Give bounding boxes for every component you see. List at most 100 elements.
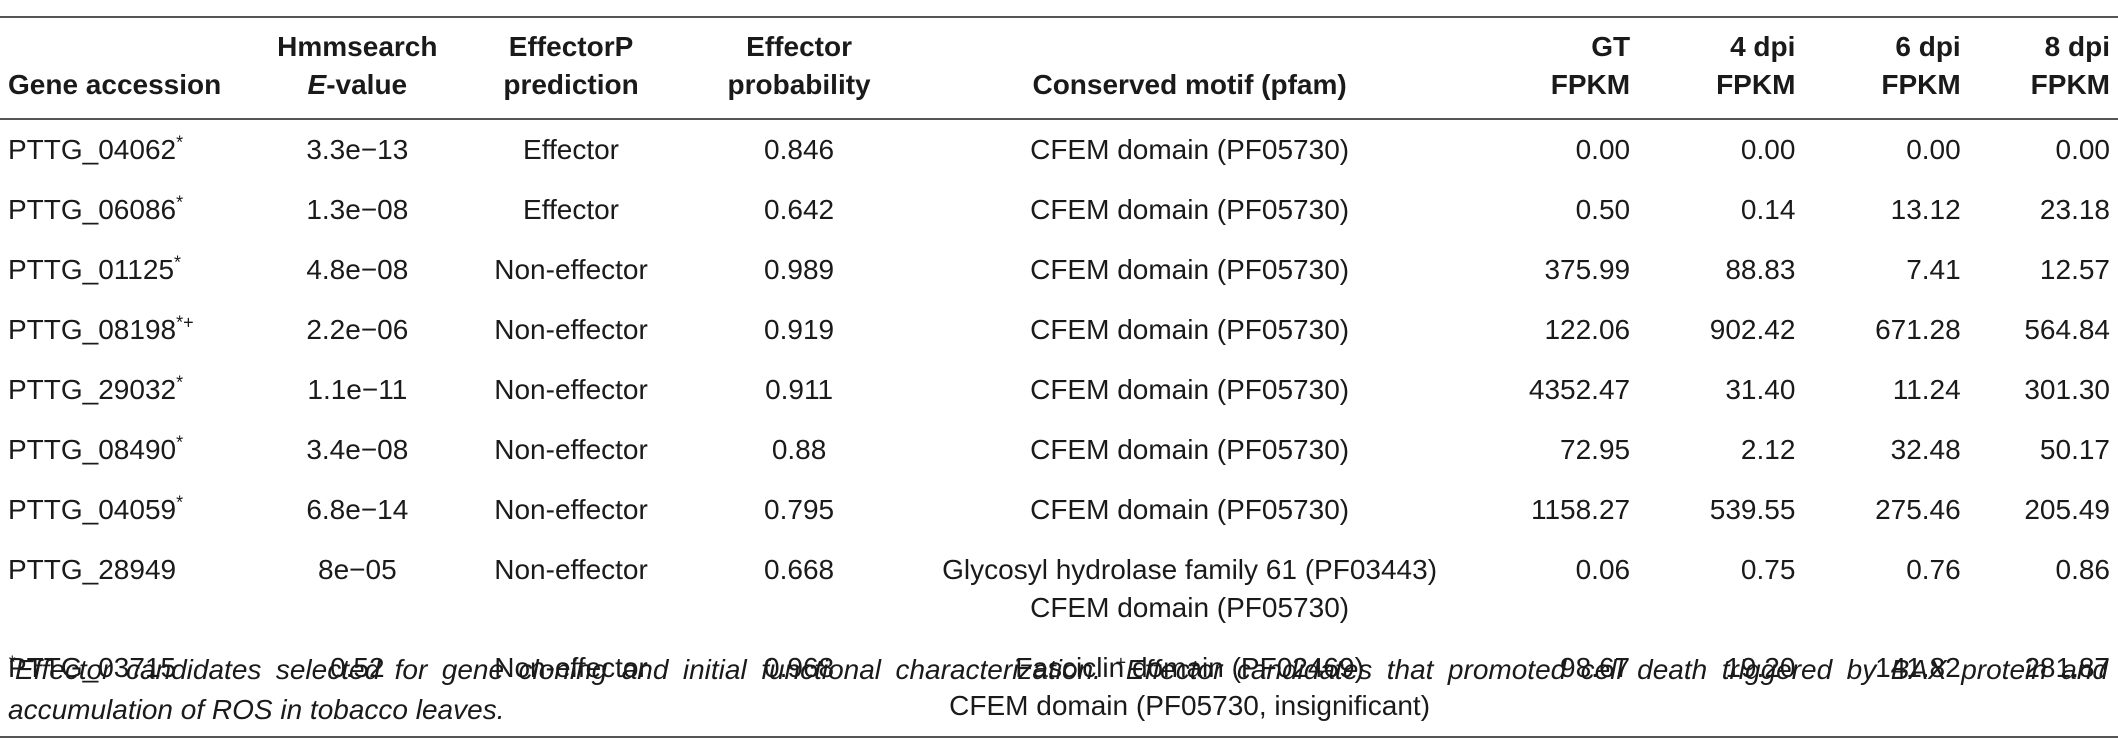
gene-mark: *: [176, 372, 184, 393]
table-row: PTTG_04059* 6.8e−14 Non-effector 0.795 C…: [0, 480, 2118, 540]
evalue-cell: 8e−05: [318, 554, 397, 585]
header-gt-fpkm: GT FPKM: [1472, 17, 1640, 119]
footnote-mark-plus: +: [1115, 652, 1126, 673]
probability-cell: 0.846: [764, 134, 835, 165]
header-effectorp-line1: EffectorP: [508, 31, 634, 62]
header-effector-probability: Effector probability: [691, 17, 908, 119]
effector-candidates-table: Gene accession Hmmsearch E-value Effecto…: [0, 16, 2118, 738]
dpi6-fpkm-cell: 0.76: [1906, 554, 1961, 585]
evalue-cell: 2.2e−06: [306, 314, 409, 345]
evalue-cell: 4.8e−08: [306, 254, 409, 285]
gene-id: PTTG_01125: [8, 254, 175, 285]
dpi8-fpkm-cell: 301.30: [2024, 374, 2110, 405]
gene-mark: *+: [176, 312, 194, 333]
header-4dpi-line1: 4 dpi: [1730, 31, 1796, 62]
gene-accession-cell: PTTG_08198*+: [0, 300, 263, 360]
probability-cell: 0.911: [765, 374, 834, 405]
probability-cell: 0.668: [764, 554, 835, 585]
header-6dpi-fpkm: 6 dpi FPKM: [1805, 17, 1970, 119]
motif-cell: CFEM domain (PF05730): [907, 180, 1471, 240]
gene-mark: *: [176, 432, 184, 453]
header-probability-line2: probability: [727, 69, 871, 100]
dpi8-fpkm-cell: 50.17: [2039, 434, 2110, 465]
motif-line1: CFEM domain (PF05730): [1030, 254, 1350, 285]
dpi6-fpkm-cell: 32.48: [1890, 434, 1961, 465]
header-effectorp-line2: prediction: [503, 69, 639, 100]
header-gt-line1: GT: [1591, 31, 1631, 62]
evalue-cell: 3.4e−08: [306, 434, 409, 465]
dpi6-fpkm-cell: 13.12: [1890, 194, 1961, 225]
motif-cell: CFEM domain (PF05730): [907, 360, 1471, 420]
gene-id: PTTG_28949: [8, 554, 177, 585]
prediction-cell: Effector: [523, 194, 620, 225]
probability-cell: 0.989: [764, 254, 835, 285]
header-4dpi-line2: FPKM: [1716, 69, 1796, 100]
motif-line1: CFEM domain (PF05730): [1030, 434, 1350, 465]
gt-fpkm-cell: 0.00: [1575, 134, 1631, 165]
header-gt-line2: FPKM: [1550, 69, 1631, 100]
table-row: PTTG_28949 8e−05 Non-effector 0.668 Glyc…: [0, 540, 2118, 638]
probability-cell: 0.968: [764, 652, 835, 683]
header-row: Gene accession Hmmsearch E-value Effecto…: [0, 17, 2118, 119]
gene-id: PTTG_04062: [8, 134, 177, 165]
table-row: PTTG_04062* 3.3e−13 Effector 0.846 CFEM …: [0, 119, 2118, 180]
header-evalue-italic: E: [307, 69, 327, 100]
gene-accession-cell: PTTG_29032*: [0, 360, 263, 420]
dpi4-fpkm-cell: 902.42: [1709, 314, 1796, 345]
dpi8-fpkm-cell: 0.00: [2055, 134, 2111, 165]
gene-mark: *: [176, 132, 184, 153]
prediction-cell: Effector: [523, 134, 620, 165]
table-footnote: *Effector candidates selected for gene c…: [8, 650, 2108, 730]
gene-id: PTTG_08198: [8, 314, 177, 345]
prediction-cell: Non-effector: [494, 554, 648, 585]
table-row: PTTG_06086* 1.3e−08 Effector 0.642 CFEM …: [0, 180, 2118, 240]
gene-accession-cell: PTTG_04062*: [0, 119, 263, 180]
motif-line1: Glycosyl hydrolase family 61 (PF03443): [942, 554, 1438, 585]
dpi4-fpkm-cell: 0.00: [1740, 134, 1796, 165]
gene-accession-cell: PTTG_03715: [0, 638, 263, 737]
gt-fpkm-cell: 375.99: [1544, 254, 1631, 285]
motif-cell: Fasciclin domain (PF02469) CFEM domain (P…: [907, 638, 1471, 737]
prediction-cell: Non-effector: [494, 314, 648, 345]
footnote-text-2: Effector candidates that promoted cell d…: [8, 654, 2108, 725]
header-6dpi-line1: 6 dpi: [1895, 31, 1961, 62]
evalue-cell: 6.8e−14: [306, 494, 409, 525]
evalue-cell: 1.1e−11: [307, 374, 408, 405]
gene-accession-cell: PTTG_01125*: [0, 240, 263, 300]
header-effectorp-prediction: EffectorP prediction: [451, 17, 690, 119]
dpi4-fpkm-cell: 88.83: [1725, 254, 1796, 285]
prediction-cell: Non-effector: [494, 652, 648, 683]
motif-line1: Fasciclin domain (PF02469): [1015, 652, 1364, 683]
prediction-cell: Non-effector: [494, 374, 648, 405]
evalue-cell: 1.3e−08: [306, 194, 409, 225]
gene-accession-cell: PTTG_04059*: [0, 480, 263, 540]
gene-id: PTTG_03715: [8, 652, 177, 683]
dpi6-fpkm-cell: 0.00: [1906, 134, 1961, 165]
motif-line1: CFEM domain (PF05730): [1030, 494, 1350, 525]
dpi8-fpkm-cell: 0.86: [2055, 554, 2111, 585]
dpi6-fpkm-cell: 141.82: [1875, 652, 1961, 683]
gene-mark: *: [176, 192, 184, 213]
table-row: PTTG_08198*+ 2.2e−06 Non-effector 0.919 …: [0, 300, 2118, 360]
gene-id: PTTG_08490: [8, 434, 177, 465]
dpi8-fpkm-cell: 12.57: [2039, 254, 2110, 285]
probability-cell: 0.919: [764, 314, 835, 345]
dpi8-fpkm-cell: 564.84: [2024, 314, 2110, 345]
header-hmmsearch-line1: Hmmsearch: [277, 31, 438, 62]
dpi8-fpkm-cell: 23.18: [2039, 194, 2110, 225]
gene-accession-cell: PTTG_06086*: [0, 180, 263, 240]
dpi6-fpkm-cell: 7.41: [1906, 254, 1961, 285]
footnote-text-1: Effector candidates selected for gene cl…: [15, 654, 1116, 685]
motif-cell: CFEM domain (PF05730): [907, 119, 1471, 180]
gt-fpkm-cell: 4352.47: [1528, 374, 1631, 405]
header-8dpi-fpkm: 8 dpi FPKM: [1971, 17, 2118, 119]
motif-line1: CFEM domain (PF05730): [1030, 314, 1350, 345]
prediction-cell: Non-effector: [494, 434, 648, 465]
header-4dpi-fpkm: 4 dpi FPKM: [1640, 17, 1805, 119]
gt-fpkm-cell: 0.06: [1575, 554, 1631, 585]
dpi4-fpkm-cell: 0.14: [1740, 194, 1796, 225]
footnote-mark-asterisk: *: [8, 652, 16, 673]
dpi8-fpkm-cell: 205.49: [2024, 494, 2110, 525]
prediction-cell: Non-effector: [494, 254, 648, 285]
